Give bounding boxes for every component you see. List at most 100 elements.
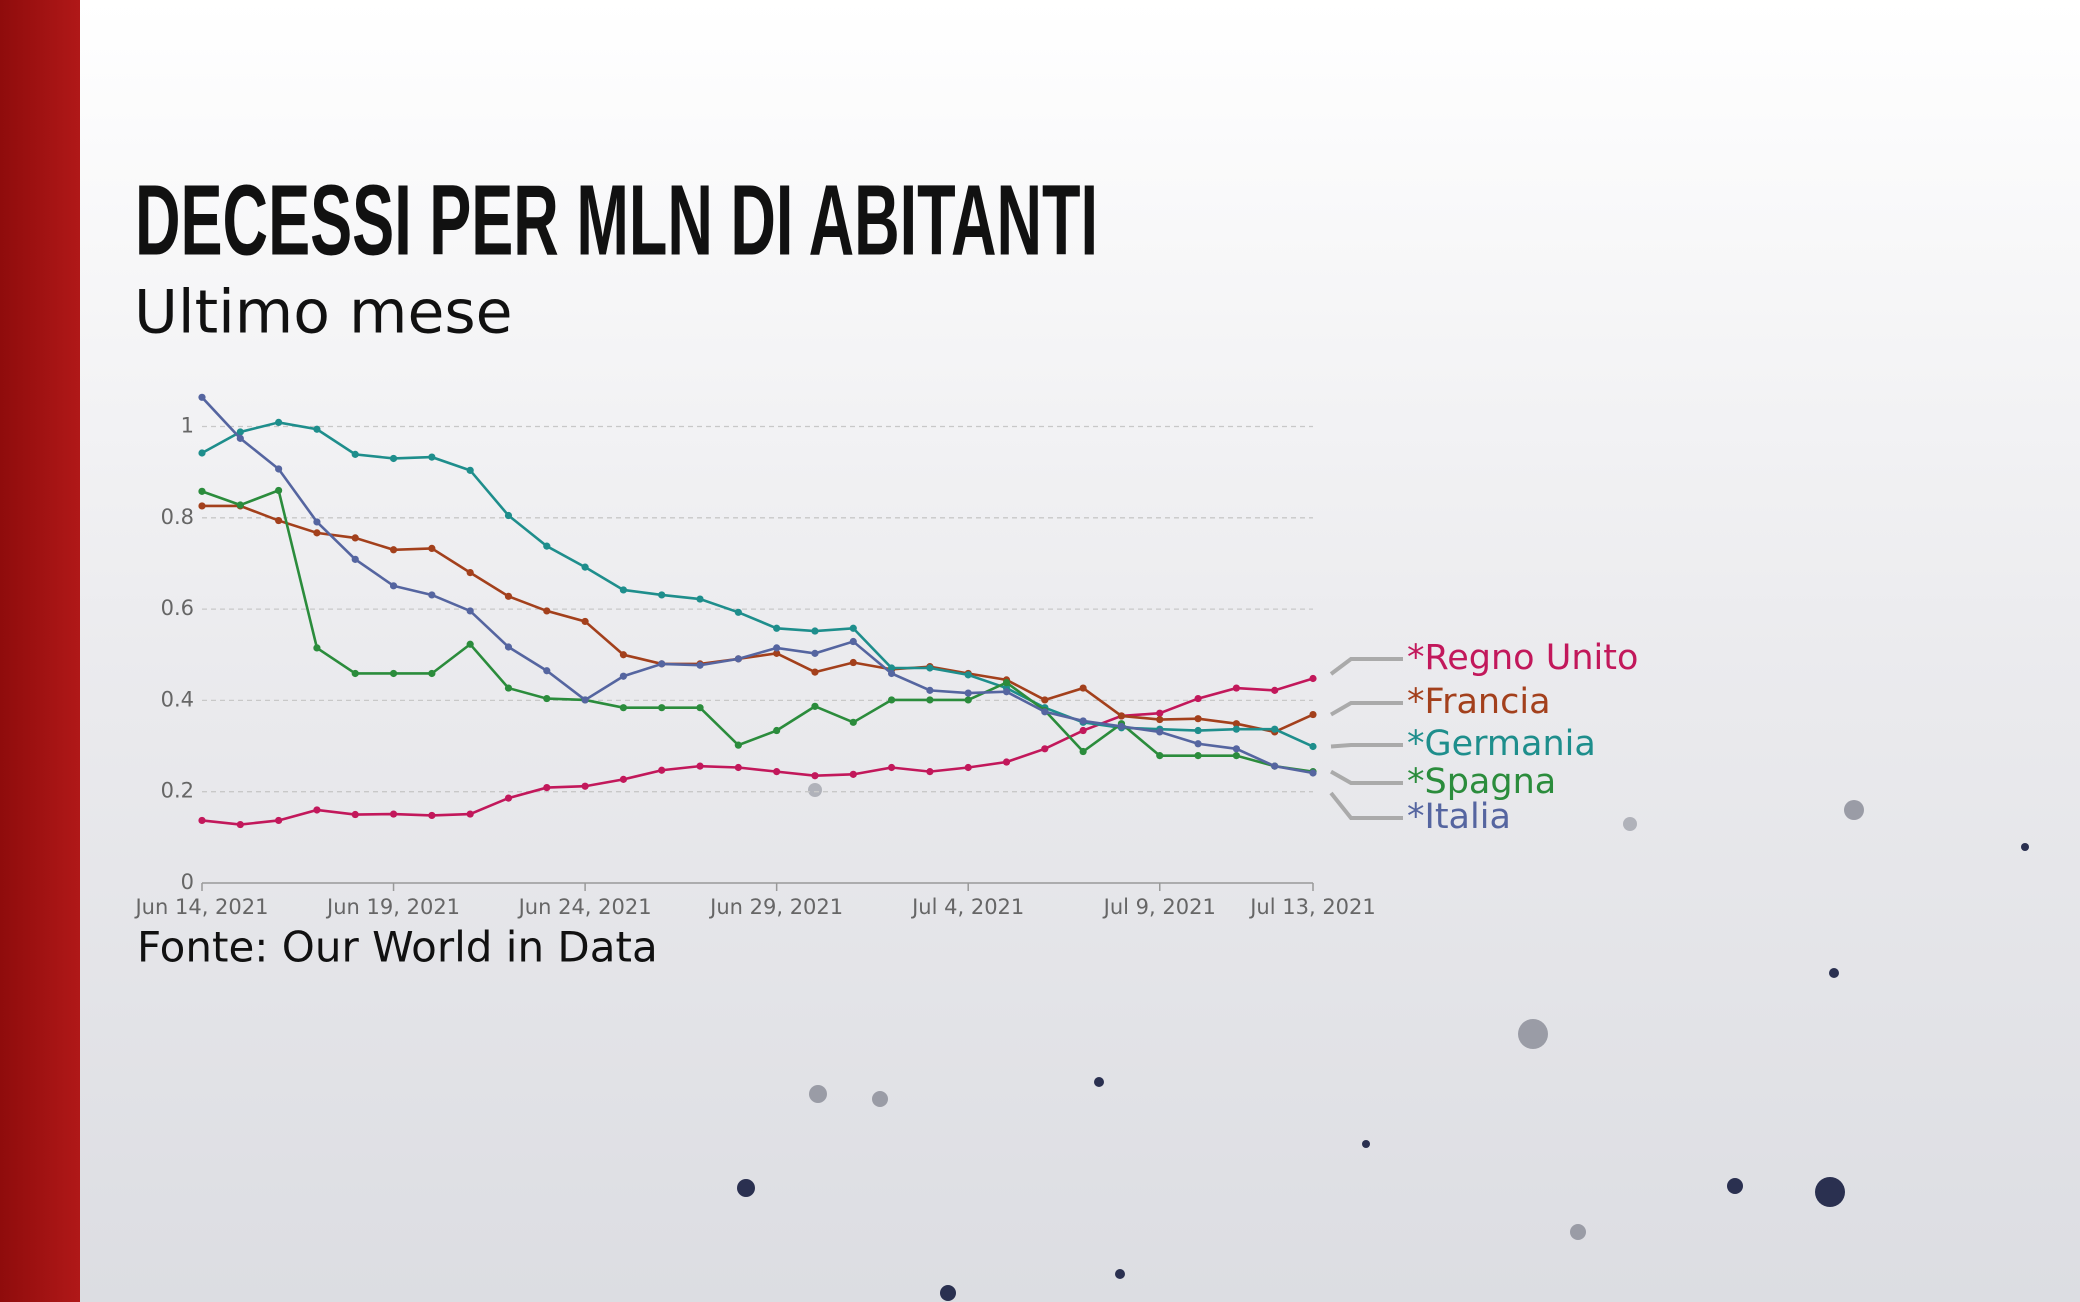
data-point xyxy=(849,624,857,632)
data-point xyxy=(1079,684,1087,692)
data-point xyxy=(428,591,436,599)
data-point xyxy=(389,546,398,554)
data-point xyxy=(313,425,321,433)
data-point xyxy=(313,529,321,537)
data-point xyxy=(389,669,398,678)
data-point xyxy=(581,617,589,626)
data-point xyxy=(466,466,474,474)
data-point xyxy=(313,644,321,652)
data-point xyxy=(428,544,436,552)
legend-label: *Spagna xyxy=(1407,762,1556,802)
source: Fonte: Our World in Data xyxy=(137,923,658,972)
data-point xyxy=(504,684,513,692)
data-point xyxy=(1309,674,1317,683)
data-point xyxy=(236,434,244,442)
data-point xyxy=(1117,712,1126,720)
data-point xyxy=(1002,679,1011,687)
side-stripe xyxy=(0,0,80,1302)
data-point xyxy=(1232,725,1240,733)
series-line xyxy=(201,396,1314,775)
data-point xyxy=(1156,709,1164,717)
data-point xyxy=(313,518,321,526)
data-point xyxy=(658,766,666,774)
data-point xyxy=(504,794,513,802)
data-point xyxy=(734,741,742,749)
data-point xyxy=(466,810,474,818)
legend-label: *Germania xyxy=(1407,724,1596,764)
data-point xyxy=(734,763,742,772)
y-tick-label: 0.6 xyxy=(161,596,194,620)
y-tick-label: 0 xyxy=(181,870,194,894)
legend-label: *Italia xyxy=(1407,797,1511,837)
data-point xyxy=(734,655,742,663)
data-point xyxy=(849,718,857,726)
data-point xyxy=(428,453,436,461)
x-tick-label: Jun 19, 2021 xyxy=(325,895,460,919)
data-point xyxy=(887,696,896,704)
data-point xyxy=(313,806,321,814)
data-point xyxy=(1002,688,1011,696)
data-point xyxy=(198,393,206,401)
data-point xyxy=(581,782,589,790)
y-tick-label: 0.8 xyxy=(161,505,194,529)
data-point xyxy=(389,454,398,463)
y-tick-label: 0.2 xyxy=(161,779,194,803)
data-point xyxy=(1079,726,1087,735)
data-point xyxy=(1041,696,1049,704)
chart-title: DECESSI PER MLN DI ABITANTI xyxy=(135,164,1098,276)
data-point xyxy=(773,644,781,652)
data-point xyxy=(811,627,819,635)
data-point xyxy=(734,608,742,616)
data-point xyxy=(198,502,206,510)
data-point xyxy=(811,649,819,657)
data-point xyxy=(1232,720,1240,728)
data-point xyxy=(389,582,398,590)
data-point xyxy=(964,763,972,772)
data-point xyxy=(1232,745,1240,753)
data-point xyxy=(275,465,283,473)
data-point xyxy=(198,487,206,495)
data-point xyxy=(964,689,972,697)
data-point xyxy=(543,542,551,550)
data-point xyxy=(619,775,628,783)
data-point xyxy=(543,694,551,703)
data-point xyxy=(926,768,934,776)
y-tick-label: 1 xyxy=(181,414,194,438)
data-point xyxy=(773,768,781,776)
data-point xyxy=(619,704,628,712)
data-point xyxy=(696,762,704,770)
x-tick-label: Jul 4, 2021 xyxy=(910,895,1024,919)
data-point xyxy=(1194,740,1202,748)
series-line xyxy=(202,504,1314,734)
legend-label: *Francia xyxy=(1407,682,1551,722)
data-point xyxy=(773,726,781,735)
data-point xyxy=(926,664,934,672)
data-point xyxy=(466,640,474,648)
data-point xyxy=(389,810,398,818)
data-point xyxy=(1271,725,1279,733)
data-point xyxy=(581,563,589,571)
data-point xyxy=(1232,684,1240,692)
data-point xyxy=(1079,747,1087,756)
data-point xyxy=(696,661,704,669)
decoration-dots xyxy=(737,783,2029,1301)
y-tick-label: 0.4 xyxy=(161,687,194,711)
data-point xyxy=(198,449,206,457)
data-point xyxy=(504,511,513,520)
data-point xyxy=(1232,752,1240,760)
data-point xyxy=(1194,694,1202,703)
data-point xyxy=(619,672,628,680)
data-point xyxy=(275,418,283,427)
data-point xyxy=(619,586,628,594)
data-point xyxy=(275,816,283,825)
data-point xyxy=(1156,728,1164,736)
data-point xyxy=(198,816,206,825)
x-tick-label: Jun 14, 2021 xyxy=(133,895,268,919)
data-point xyxy=(1002,758,1011,766)
data-point xyxy=(849,637,857,646)
data-point xyxy=(1194,752,1202,760)
data-point xyxy=(351,669,359,678)
series-line xyxy=(201,488,1314,773)
